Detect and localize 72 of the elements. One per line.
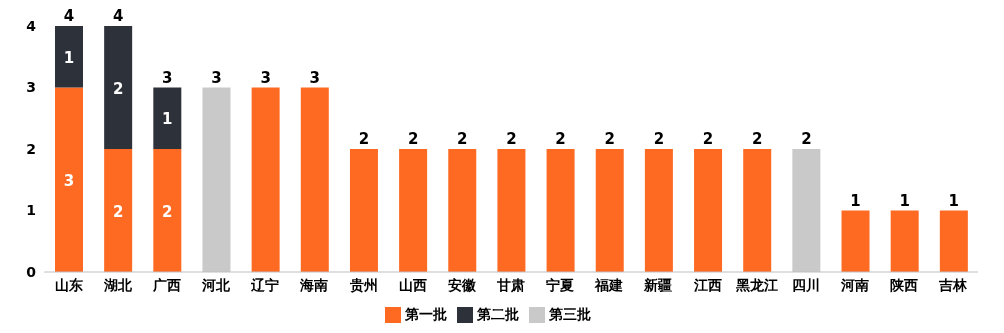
x-tick-label: 广西 (151, 276, 181, 293)
x-tick-label: 海南 (299, 276, 329, 293)
y-tick-label: 0 (26, 263, 37, 280)
total-label: 4 (63, 7, 75, 25)
bar (497, 149, 526, 272)
bar (251, 87, 280, 272)
bar (153, 149, 182, 272)
data-label: 3 (63, 171, 75, 190)
legend-label: 第三批 (549, 306, 591, 322)
y-tick-label: 3 (26, 79, 36, 96)
x-tick-label: 甘肃 (496, 276, 525, 293)
x-tick-label: 河南 (840, 276, 870, 293)
total-label: 2 (407, 130, 419, 148)
legend-label: 第一批 (405, 306, 447, 322)
x-tick-label: 江西 (692, 276, 722, 293)
data-label: 2 (162, 202, 173, 221)
total-label: 2 (555, 130, 566, 148)
total-label: 1 (850, 191, 861, 210)
data-label: 2 (112, 202, 124, 221)
y-tick-label: 4 (26, 17, 37, 34)
bar (644, 149, 673, 272)
total-label: 2 (457, 130, 468, 148)
total-label: 4 (112, 7, 124, 25)
bar (890, 210, 919, 272)
x-tick-label: 山西 (398, 276, 427, 293)
total-label: 2 (604, 130, 615, 148)
x-tick-label: 吉林 (938, 276, 969, 293)
x-tick-label: 辽宁 (250, 276, 280, 293)
total-label: 2 (751, 130, 763, 148)
bar (104, 149, 133, 272)
total-label: 2 (358, 130, 370, 148)
x-tick-label: 陕西 (890, 276, 919, 293)
total-label: 1 (948, 191, 960, 210)
total-label: 3 (309, 68, 321, 87)
bar (300, 87, 329, 272)
bar (595, 149, 624, 272)
total-label: 2 (801, 130, 812, 148)
bar (104, 26, 133, 149)
x-tick-label: 新疆 (643, 276, 673, 293)
total-label: 2 (702, 130, 714, 148)
x-tick-label: 山东 (54, 276, 83, 293)
total-label: 3 (260, 68, 271, 87)
total-label: 3 (211, 68, 222, 87)
bar (55, 26, 83, 88)
legend-label: 第二批 (477, 306, 519, 322)
bar (153, 87, 182, 149)
total-label: 1 (899, 191, 910, 210)
bar (55, 87, 83, 272)
x-tick-label: 湖北 (102, 276, 133, 293)
total-label: 2 (506, 130, 517, 148)
x-tick-label: 贵州 (348, 276, 378, 293)
total-label: 3 (162, 68, 173, 87)
data-label: 1 (162, 110, 173, 129)
bar (841, 210, 870, 272)
bar (349, 149, 378, 272)
data-label: 2 (112, 79, 124, 98)
bar (939, 210, 968, 272)
y-tick-label: 1 (26, 202, 36, 219)
x-tick-label: 四川 (791, 276, 820, 293)
bar (399, 149, 428, 272)
data-label: 1 (63, 48, 75, 67)
x-tick-label: 安徽 (447, 276, 477, 293)
bar (546, 149, 575, 272)
x-tick-label: 福建 (594, 276, 624, 293)
y-tick-label: 2 (26, 140, 36, 157)
x-tick-label: 宁夏 (546, 276, 575, 293)
bar (694, 149, 723, 272)
bar (448, 149, 477, 272)
x-tick-label: 黑龙江 (734, 276, 778, 293)
x-tick-label: 河北 (201, 276, 232, 293)
bar (743, 149, 772, 272)
total-label: 2 (653, 130, 665, 148)
